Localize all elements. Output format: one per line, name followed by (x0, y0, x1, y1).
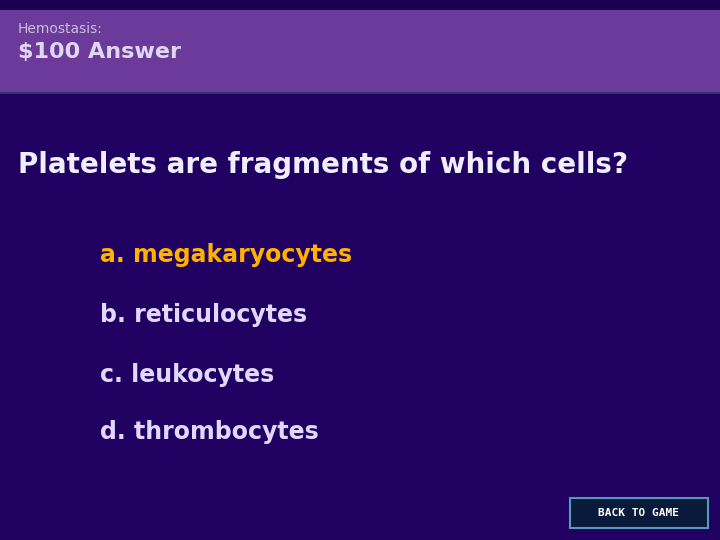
Text: a. megakaryocytes: a. megakaryocytes (100, 243, 352, 267)
Bar (0, 92, 720, 94)
Text: Platelets are fragments of which cells?: Platelets are fragments of which cells? (18, 151, 628, 179)
Text: $100 Answer: $100 Answer (18, 42, 181, 62)
Text: b. reticulocytes: b. reticulocytes (100, 303, 307, 327)
Text: Hemostasis:: Hemostasis: (18, 22, 103, 36)
Text: c. leukocytes: c. leukocytes (100, 363, 274, 387)
FancyBboxPatch shape (570, 498, 708, 528)
Bar (0, 0, 720, 92)
Bar (0, 0, 720, 10)
Text: BACK TO GAME: BACK TO GAME (598, 508, 680, 518)
Text: d. thrombocytes: d. thrombocytes (100, 420, 319, 444)
